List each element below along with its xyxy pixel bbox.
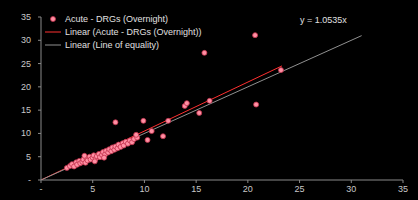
x-axis	[41, 180, 403, 181]
y-tick-label: 15	[21, 105, 31, 115]
legend-symbol	[45, 32, 61, 33]
x-tick-label: 20	[243, 184, 253, 194]
legend-symbol	[45, 45, 61, 46]
y-tick-label: 30	[21, 35, 31, 45]
y-tick-label: 10	[21, 128, 31, 138]
x-tick-label: 15	[191, 184, 201, 194]
x-tick	[247, 180, 248, 183]
annotation: y = 1.0535x	[300, 15, 347, 25]
y-tick	[38, 110, 41, 111]
legend: Acute - DRGs (Overnight) Linear (Acute - …	[45, 14, 202, 50]
y-tick-label: -	[28, 175, 31, 185]
y-tick	[38, 156, 41, 157]
y-tick	[38, 133, 41, 134]
trend-line	[41, 66, 282, 180]
scatter-point	[278, 68, 283, 73]
x-tick	[196, 180, 197, 183]
x-tick	[92, 180, 93, 183]
x-tick-label: 30	[346, 184, 356, 194]
scatter-point	[202, 50, 207, 55]
background	[0, 0, 418, 200]
scatter-point	[145, 137, 150, 142]
scatter-point	[134, 132, 139, 137]
scatter-point	[161, 134, 166, 139]
x-tick-label: 10	[139, 184, 149, 194]
x-tick-label: 25	[295, 184, 305, 194]
y-tick-label: 35	[21, 12, 31, 22]
y-tick	[38, 63, 41, 64]
x-tick	[144, 180, 145, 183]
trend-line	[41, 36, 362, 180]
legend-label: Linear (Line of equality)	[65, 40, 159, 50]
y-tick	[38, 86, 41, 87]
x-tick-label: -	[40, 184, 43, 194]
chart: - 5 10 15 20 25 30 35 - 5 10 15 20 25 30 35 y = 1.0535x A…	[0, 0, 418, 200]
scatter-point	[149, 129, 154, 134]
y-tick	[38, 180, 41, 181]
y-tick	[38, 40, 41, 41]
scatter-point	[207, 98, 212, 103]
x-tick	[299, 180, 300, 183]
y-tick-label: 20	[21, 82, 31, 92]
scatter-point	[141, 118, 146, 123]
plot-area	[41, 33, 362, 180]
scatter-point	[113, 120, 118, 125]
x-tick	[351, 180, 352, 183]
y-tick	[38, 17, 41, 18]
y-tick-label: 25	[21, 59, 31, 69]
scatter-point	[166, 118, 171, 123]
legend-label: Linear (Acute - DRGs (Overnight))	[65, 27, 202, 37]
x-tick-label: 35	[398, 184, 408, 194]
x-tick-label: 5	[90, 184, 95, 194]
scatter-point	[102, 155, 107, 160]
y-tick-label: 5	[26, 152, 31, 162]
scatter-point	[254, 102, 259, 107]
legend-symbol	[51, 17, 56, 22]
x-tick	[403, 180, 404, 183]
y-axis	[41, 17, 42, 180]
scatter-point	[184, 101, 189, 106]
legend-label: Acute - DRGs (Overnight)	[65, 14, 168, 24]
scatter-point	[82, 153, 87, 158]
scatter-point	[253, 33, 258, 38]
scatter-point	[92, 159, 97, 164]
scatter-point	[197, 110, 202, 115]
